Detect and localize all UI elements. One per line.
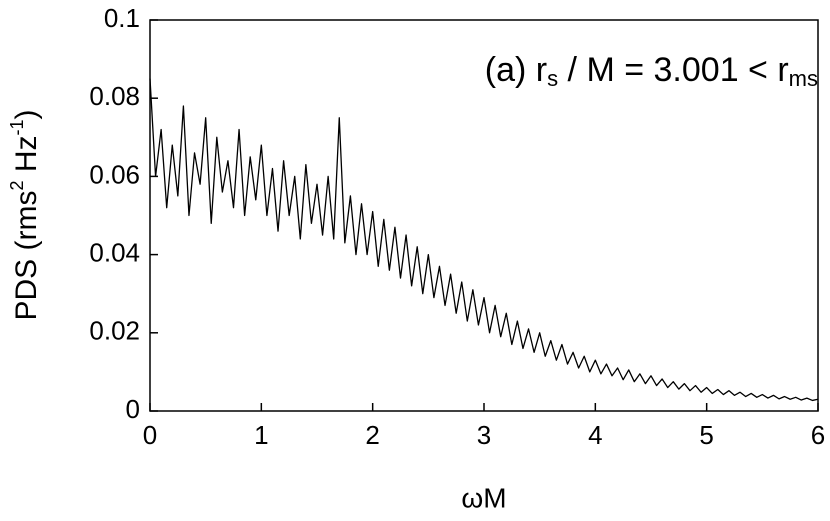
- x-tick-label: 0: [143, 420, 157, 450]
- y-label-part: Hz: [10, 136, 43, 181]
- annotation-sub: s: [547, 66, 558, 91]
- x-tick-label: 4: [588, 420, 602, 450]
- x-tick-label: 5: [699, 420, 713, 450]
- x-tick-label: 2: [365, 420, 379, 450]
- annotation-part: / M = 3.001 < r: [558, 51, 789, 89]
- x-tick-label: 3: [477, 420, 491, 450]
- y-tick-label: 0.02: [89, 316, 140, 346]
- y-axis-label: PDS (rms2 Hz-1): [7, 109, 43, 320]
- annotation: (a) rs / M = 3.001 < rms: [485, 51, 818, 91]
- data-line: [149, 78, 819, 402]
- y-tick-label: 0.1: [104, 3, 140, 33]
- x-tick-label: 1: [254, 420, 268, 450]
- y-label-sup: 2: [7, 181, 27, 191]
- y-tick-label: 0: [126, 394, 140, 424]
- y-label-part: ): [10, 109, 43, 119]
- y-label-sup: -1: [7, 119, 27, 135]
- x-axis-label: ωM: [461, 482, 506, 513]
- y-tick-label: 0.08: [89, 81, 140, 111]
- x-tick-label: 6: [811, 420, 825, 450]
- annotation-part: (a) r: [485, 51, 547, 89]
- y-tick-label: 0.04: [89, 237, 140, 267]
- y-label-part: PDS (rms: [10, 191, 43, 321]
- y-tick-label: 0.06: [89, 159, 140, 189]
- annotation-sub: ms: [789, 66, 818, 91]
